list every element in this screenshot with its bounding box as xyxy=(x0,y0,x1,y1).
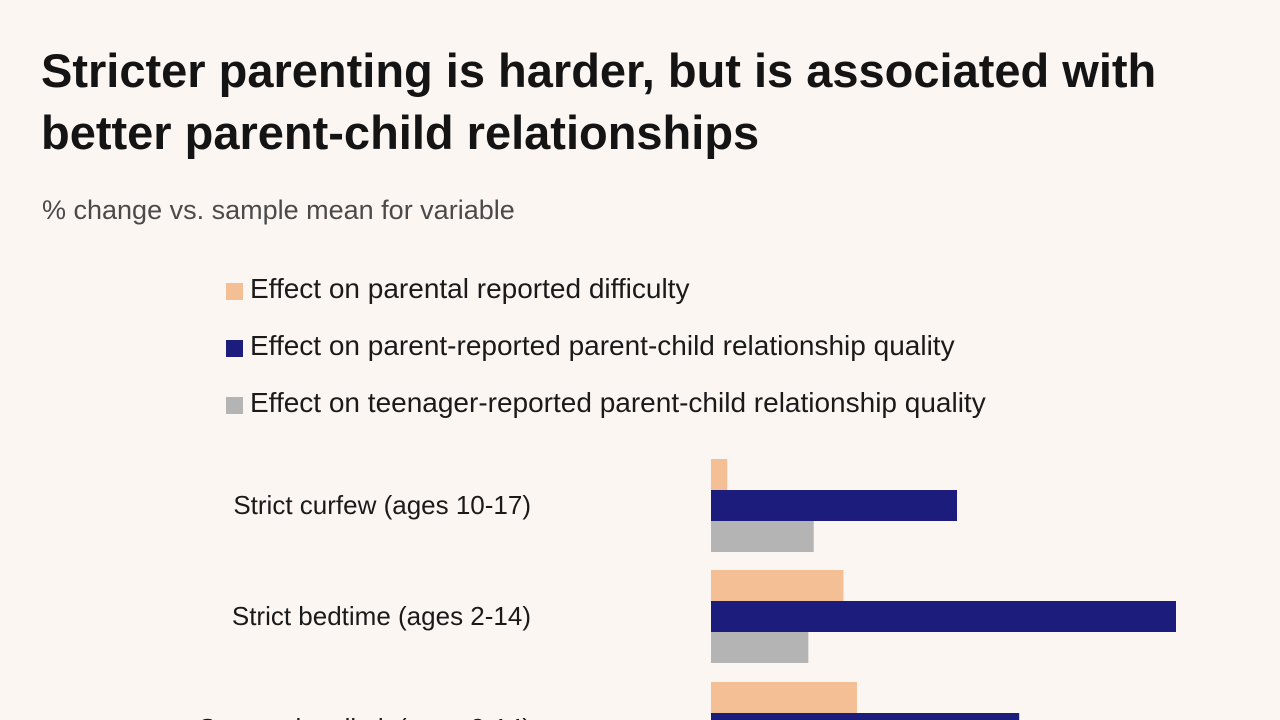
category-label-screen-time-limit-ages-2-14: Screen time limit (ages 2-14) xyxy=(199,713,531,720)
legend-label-teen-reported: Effect on teenager-reported parent-child… xyxy=(250,387,986,418)
bar-difficulty-screen-time-limit-ages-2-14 xyxy=(711,682,857,713)
legend-label-difficulty: Effect on parental reported difficulty xyxy=(250,273,690,304)
bar-difficulty-strict-curfew-ages-10-17 xyxy=(711,459,728,490)
bar-parent-reported-strict-bedtime-ages-2-14 xyxy=(711,601,1176,632)
bar-parent-reported-screen-time-limit-ages-2-14 xyxy=(711,713,1020,720)
bar-teen-reported-strict-bedtime-ages-2-14 xyxy=(711,632,809,663)
legend-swatch-teen-reported xyxy=(226,397,243,414)
category-label-strict-bedtime-ages-2-14: Strict bedtime (ages 2-14) xyxy=(232,601,531,631)
bar-teen-reported-strict-curfew-ages-10-17 xyxy=(711,521,814,552)
legend-swatch-parent-reported xyxy=(226,340,243,357)
bar-difficulty-strict-bedtime-ages-2-14 xyxy=(711,570,844,601)
category-label-strict-curfew-ages-10-17: Strict curfew (ages 10-17) xyxy=(233,490,531,520)
legend-swatch-difficulty xyxy=(226,283,243,300)
chart-subtitle: % change vs. sample mean for variable xyxy=(42,195,515,225)
chart-title: Stricter parenting is harder, but is ass… xyxy=(41,44,1157,159)
legend-label-parent-reported: Effect on parent-reported parent-child r… xyxy=(250,330,955,361)
bar-parent-reported-strict-curfew-ages-10-17 xyxy=(711,490,958,521)
